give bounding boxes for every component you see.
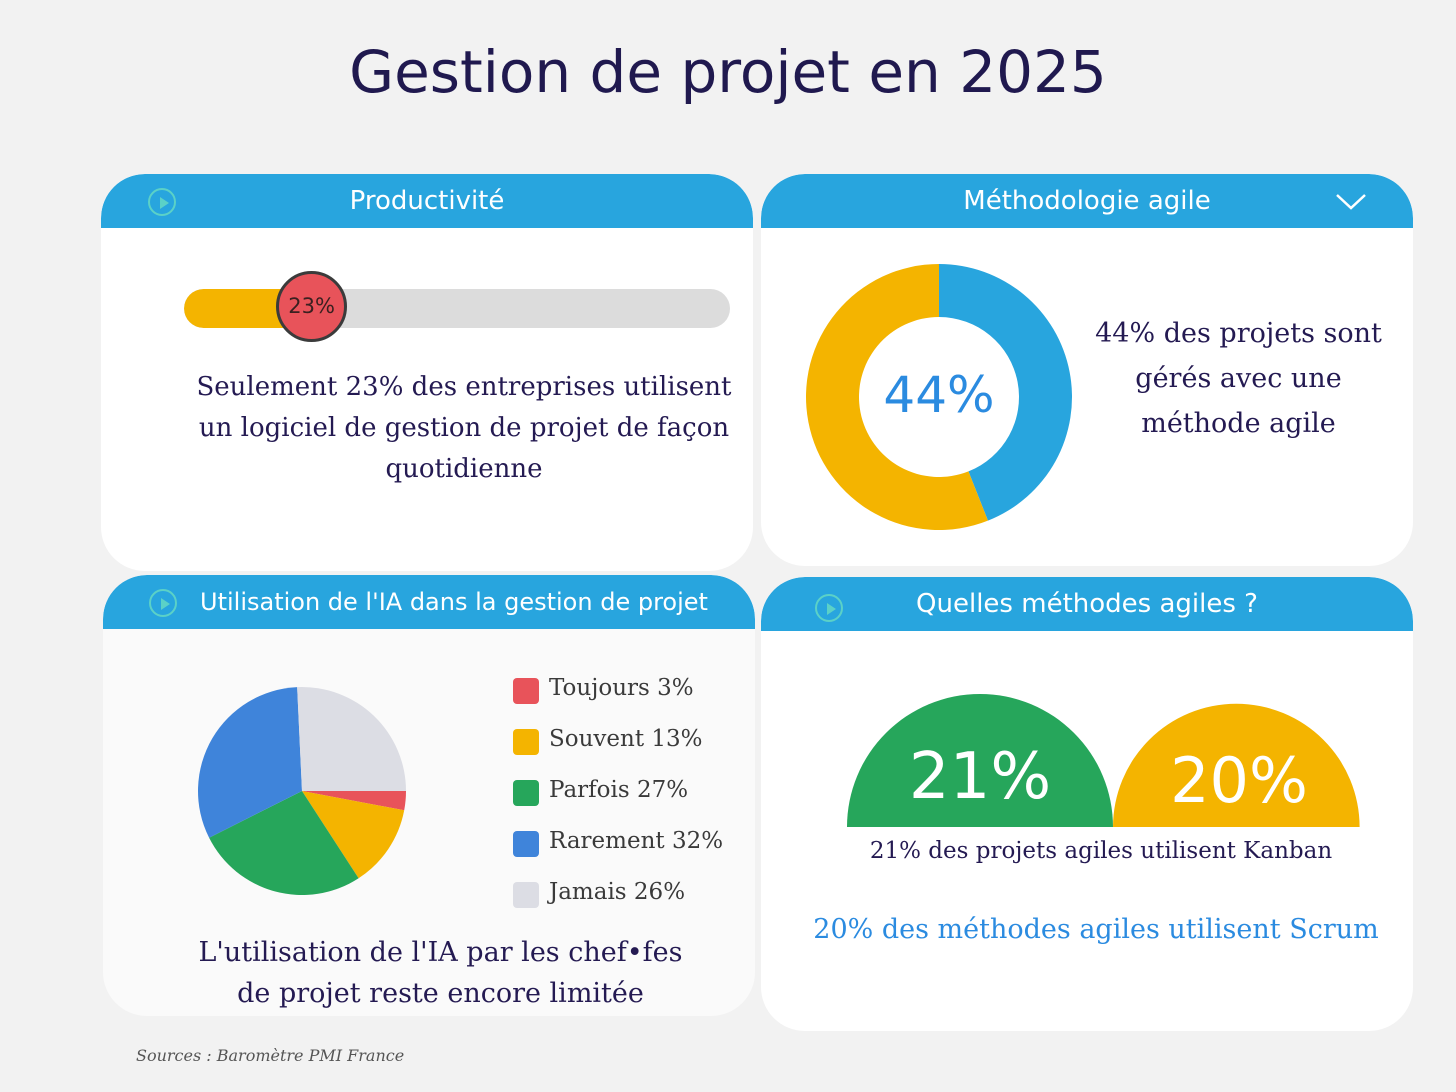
legend-swatch (513, 729, 539, 755)
methods-title: Quelles méthodes agiles ? (916, 589, 1258, 619)
productivity-title: Productivité (349, 186, 505, 216)
donut-slice-agile (939, 264, 1072, 521)
legend-swatch (513, 882, 539, 908)
ai-pie-chart (197, 687, 406, 895)
semicircle-scrum (1113, 703, 1360, 827)
kanban-text: 21% des projets agiles utilisent Kanban (869, 838, 1333, 864)
agile-card: Méthodologie agile 44% 44% des projets s… (761, 174, 1413, 566)
pie-slice-rarement (197, 687, 302, 838)
agile-header: Méthodologie agile (761, 174, 1413, 228)
progress-knob: 23% (276, 271, 348, 342)
agile-title: Méthodologie agile (963, 186, 1211, 216)
legend-label: Rarement 32% (549, 828, 724, 854)
productivity-text: Seulement 23% des entreprises utilisent … (196, 372, 732, 484)
progress-track (184, 289, 730, 328)
play-icon[interactable] (815, 594, 843, 622)
ai-header: Utilisation de l'IA dans la gestion de p… (103, 575, 755, 629)
scrum-value-label: 20% (1170, 744, 1308, 817)
pie-slice-jamais (297, 687, 406, 791)
legend-swatch (513, 678, 539, 704)
agile-center-label: 44% (883, 366, 995, 424)
productivity-card: Productivité 23% Seulement 23% des entre… (101, 174, 753, 571)
legend-label: Jamais 26% (549, 879, 686, 905)
play-icon[interactable] (148, 188, 176, 216)
legend-label: Toujours 3% (549, 675, 694, 701)
progress-value-label: 23% (288, 294, 335, 318)
donut-slice-other (806, 264, 988, 530)
semicircle-kanban (847, 694, 1113, 827)
pie-slice-toujours (302, 791, 406, 811)
productivity-header: Productivité (101, 174, 753, 228)
chevron-down-icon[interactable] (1335, 193, 1367, 211)
ai-card: Utilisation de l'IA dans la gestion de p… (103, 575, 755, 1016)
methods-semicircles (847, 694, 1360, 827)
methods-header: Quelles méthodes agiles ? (761, 577, 1413, 631)
legend-label: Parfois 27% (549, 777, 689, 803)
legend-swatch (513, 780, 539, 806)
scrum-text: 20% des méthodes agiles utilisent Scrum (813, 914, 1379, 945)
kanban-value-label: 21% (908, 740, 1052, 814)
legend-label: Souvent 13% (549, 726, 703, 752)
pie-slice-parfois (209, 791, 359, 895)
ai-text: L'utilisation de l'IA par les chef•fes d… (198, 937, 683, 1009)
page-title: Gestion de projet en 2025 (349, 38, 1107, 106)
ai-title: Utilisation de l'IA dans la gestion de p… (200, 588, 708, 616)
legend-swatch (513, 831, 539, 857)
ai-legend: Toujours 3% Souvent 13% Parfois 27% Raremen… (513, 675, 753, 915)
pie-slice-souvent (302, 791, 405, 879)
source-note: Sources : Baromètre PMI France (136, 1046, 405, 1065)
agile-donut-chart (806, 264, 1072, 530)
play-icon[interactable] (149, 589, 177, 617)
methods-card: Quelles méthodes agiles ? 21% 20% 21% de… (761, 577, 1413, 1031)
agile-text: 44% des projets sont gérés avec une méth… (1095, 318, 1382, 439)
